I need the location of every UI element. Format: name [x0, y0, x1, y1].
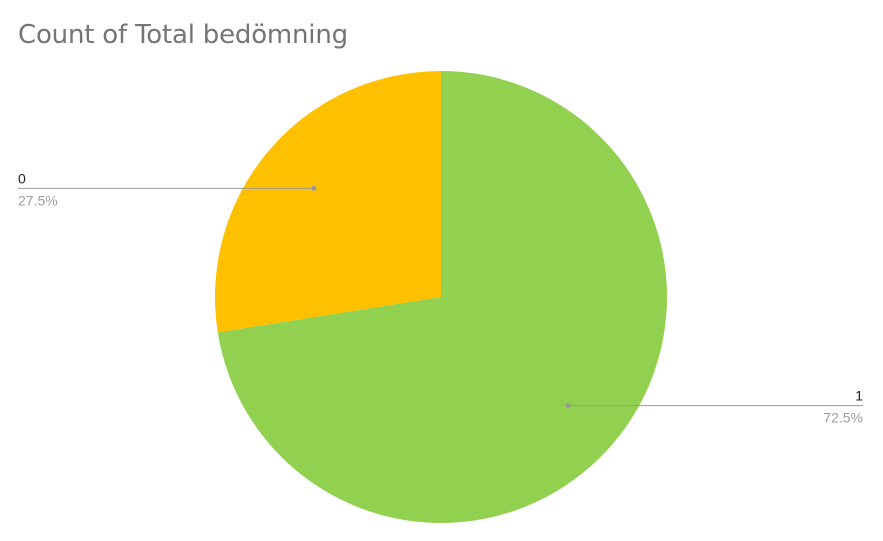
- leader-dot-1: [565, 403, 571, 409]
- slice-percent-1: 72.5%: [823, 410, 863, 426]
- slice-label-1: 1: [855, 388, 863, 404]
- slice-label-0: 0: [18, 170, 26, 186]
- leader-dot-0: [311, 185, 317, 191]
- pie-slice-1: [217, 71, 667, 524]
- pie-slice-0: [214, 71, 441, 333]
- slice-percent-0: 27.5%: [18, 192, 58, 208]
- chart-title: Count of Total bedömning: [18, 20, 348, 50]
